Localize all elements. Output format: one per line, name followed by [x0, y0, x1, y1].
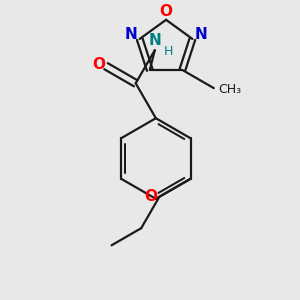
- Text: N: N: [124, 27, 137, 42]
- Text: N: N: [148, 33, 161, 48]
- Text: O: O: [160, 4, 172, 19]
- Text: O: O: [145, 189, 158, 204]
- Text: CH₃: CH₃: [218, 83, 241, 96]
- Text: O: O: [92, 57, 105, 72]
- Text: N: N: [195, 27, 208, 42]
- Text: H: H: [163, 45, 173, 58]
